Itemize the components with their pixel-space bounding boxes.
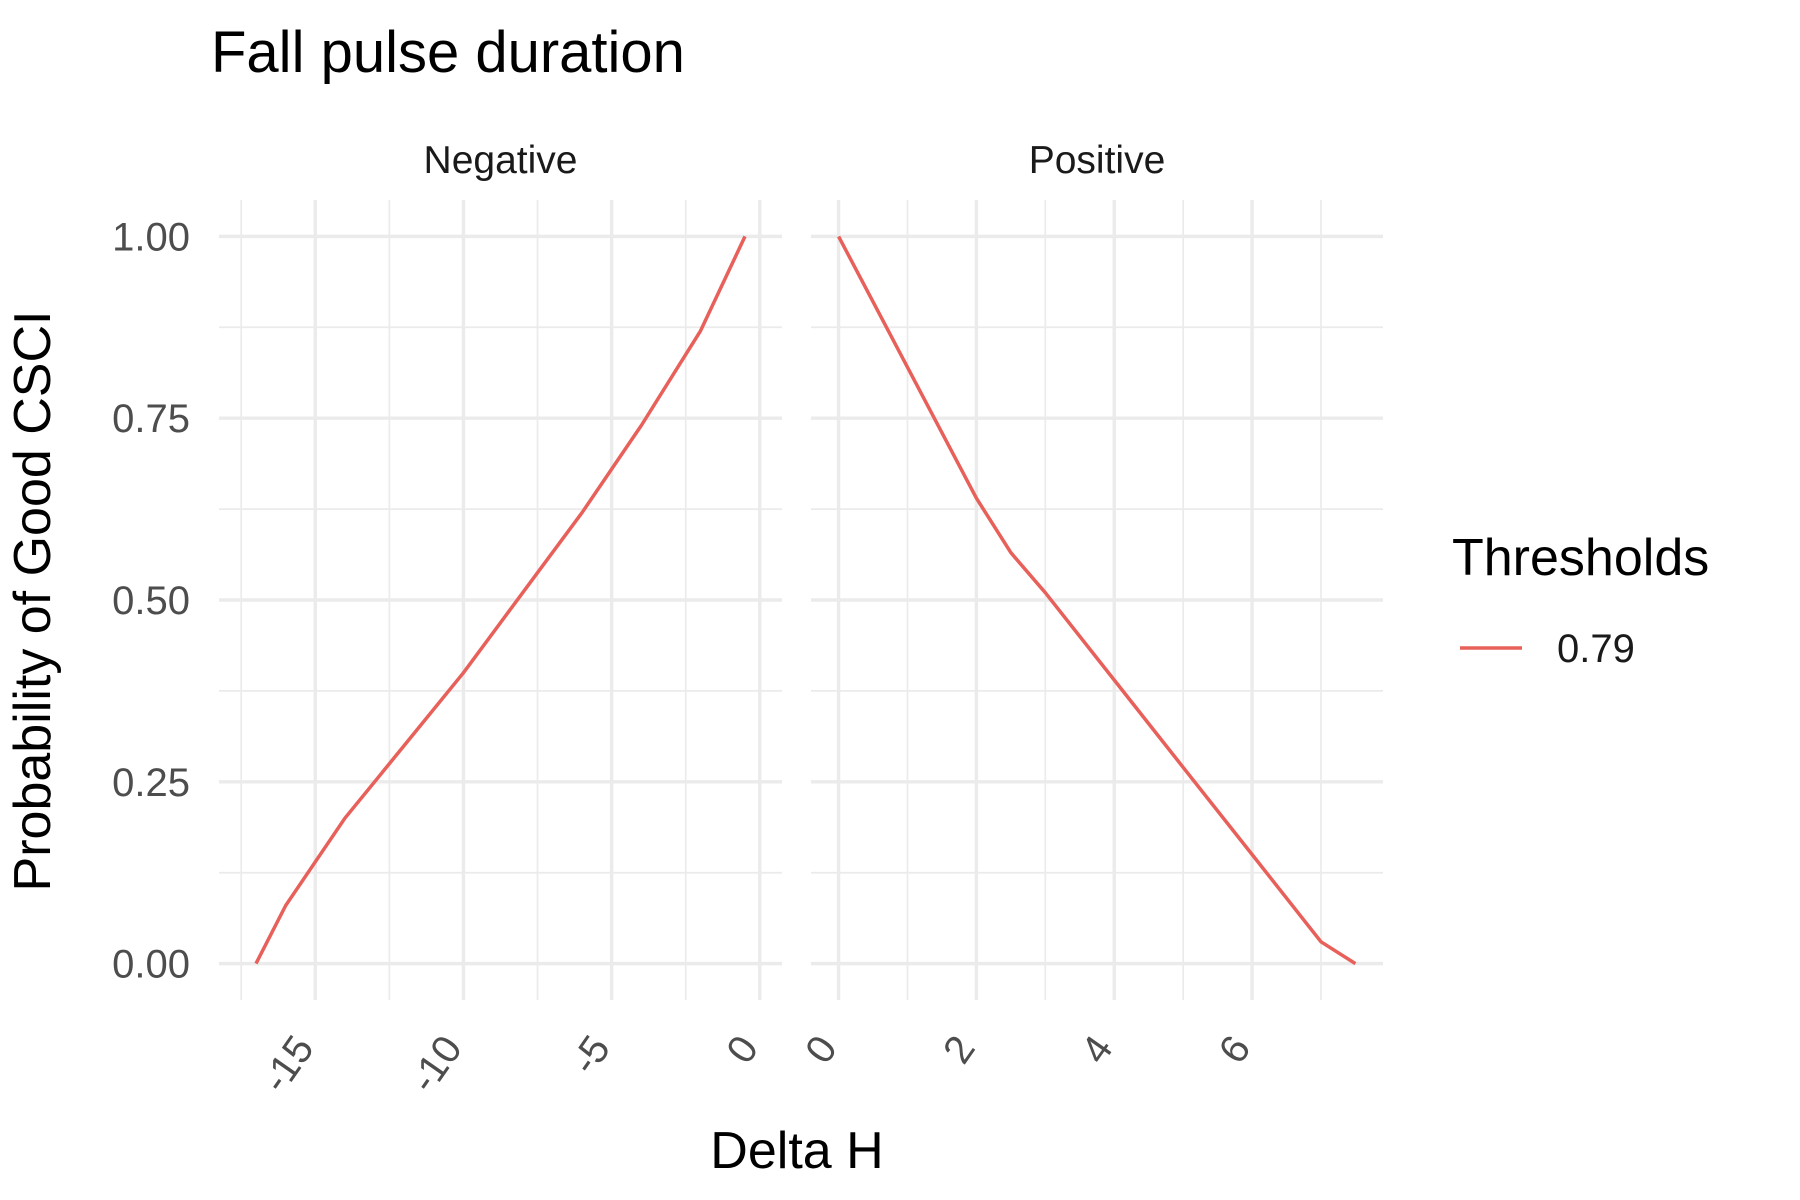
x-tick-label: -15 bbox=[253, 1028, 322, 1101]
y-tick-label: 0.00 bbox=[112, 943, 190, 987]
legend-label: 0.79 bbox=[1557, 627, 1635, 671]
legend: Thresholds 0.79 bbox=[1452, 529, 1709, 671]
panel-negative: Negative -15 -10 -5 0 bbox=[219, 139, 782, 1101]
y-axis: 0.00 0.25 0.50 0.75 1.00 bbox=[112, 215, 190, 986]
x-tick-label: -5 bbox=[563, 1028, 619, 1082]
series-line bbox=[837, 235, 1357, 966]
x-tick-label: 0 bbox=[797, 1028, 846, 1071]
x-tick-label: -10 bbox=[402, 1028, 471, 1101]
x-tick-label: 4 bbox=[1073, 1028, 1122, 1071]
x-tick-label: 6 bbox=[1211, 1028, 1260, 1071]
y-tick-label: 0.75 bbox=[112, 397, 190, 441]
facet-strip-label: Negative bbox=[424, 139, 578, 182]
chart-title: Fall pulse duration bbox=[211, 20, 685, 85]
facet-strip-label: Positive bbox=[1029, 139, 1166, 182]
panel-positive: Positive 0 2 4 6 bbox=[797, 139, 1383, 1071]
y-tick-label: 0.25 bbox=[112, 761, 190, 805]
y-tick-label: 0.50 bbox=[112, 579, 190, 623]
x-axis-title: Delta H bbox=[710, 1122, 883, 1180]
legend-title: Thresholds bbox=[1452, 529, 1709, 587]
x-tick-label: 0 bbox=[718, 1028, 767, 1071]
x-tick-label: 2 bbox=[935, 1028, 984, 1071]
y-tick-label: 1.00 bbox=[112, 215, 190, 259]
series-line bbox=[254, 235, 747, 965]
y-axis-title: Probability of Good CSCI bbox=[4, 311, 62, 892]
